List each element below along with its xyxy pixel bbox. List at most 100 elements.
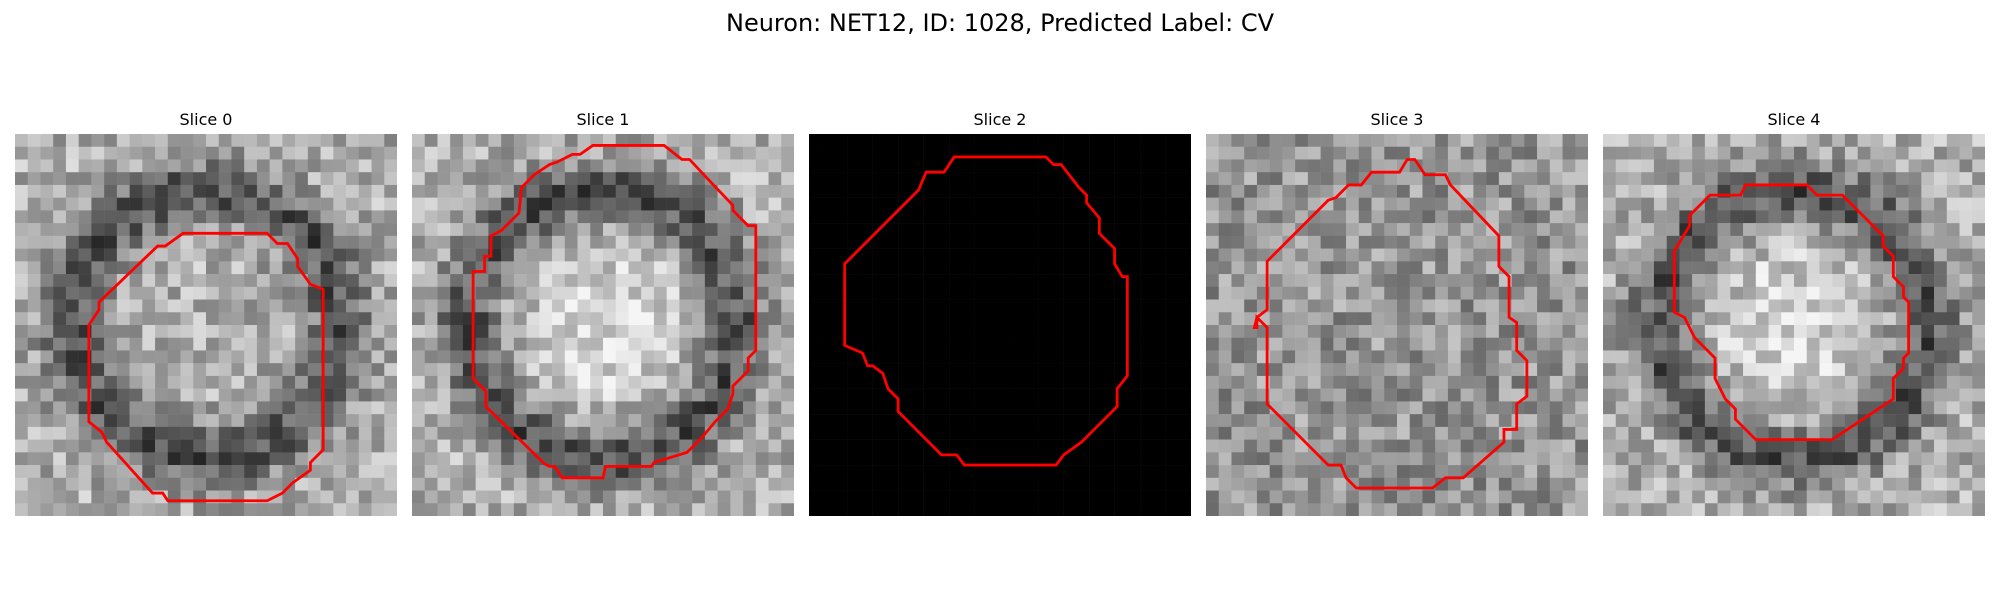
pixel — [1447, 134, 1461, 147]
pixel — [462, 197, 476, 211]
pixel — [193, 350, 207, 364]
pixel — [692, 146, 706, 160]
pixel — [653, 426, 667, 440]
pixel — [1244, 388, 1258, 402]
pixel — [615, 299, 629, 313]
pixel — [244, 184, 258, 198]
pixel — [872, 439, 886, 453]
pixel — [424, 210, 438, 224]
pixel — [1575, 426, 1588, 440]
pixel — [1537, 452, 1551, 466]
pixel — [781, 465, 794, 479]
pixel — [1346, 325, 1360, 338]
pixel — [91, 325, 105, 338]
pixel — [1295, 299, 1309, 313]
pixel — [1794, 197, 1807, 211]
pixel — [781, 325, 794, 338]
pixel — [1089, 503, 1103, 516]
pixel — [847, 312, 861, 326]
pixel — [1333, 235, 1347, 249]
pixel — [1486, 210, 1500, 224]
pixel — [1883, 337, 1897, 351]
pixel — [1012, 197, 1026, 211]
pixel — [1038, 184, 1052, 198]
pixel — [424, 490, 438, 504]
pixel — [898, 477, 912, 491]
pixel — [1794, 401, 1807, 415]
pixel — [615, 426, 629, 440]
pixel — [1794, 426, 1807, 440]
pixel — [1206, 414, 1219, 428]
pixel — [1921, 146, 1935, 160]
pixel — [628, 261, 642, 275]
pixel — [1460, 439, 1474, 453]
pixel — [1641, 477, 1655, 491]
pixel — [1628, 439, 1642, 453]
pixel — [859, 223, 873, 237]
pixel — [27, 146, 41, 160]
pixel — [1628, 375, 1642, 389]
pixel — [358, 146, 372, 160]
pixel — [1358, 350, 1372, 364]
pixel — [218, 172, 232, 186]
pixel — [847, 286, 861, 300]
pixel — [116, 426, 130, 440]
pixel — [564, 235, 578, 249]
pixel — [218, 401, 232, 415]
pixel — [282, 299, 296, 313]
pixel — [1000, 286, 1013, 300]
pixel — [961, 261, 975, 275]
pixel — [730, 248, 744, 262]
pixel — [1358, 465, 1372, 479]
pixel — [282, 363, 296, 377]
pixel — [1883, 452, 1897, 466]
pixel — [371, 184, 385, 198]
pixel — [1050, 490, 1064, 504]
pixel — [1218, 312, 1232, 326]
pixel — [821, 299, 835, 313]
pixel — [1397, 261, 1410, 275]
pixel — [384, 286, 397, 300]
pixel — [1346, 134, 1360, 147]
pixel — [53, 172, 67, 186]
pixel — [781, 414, 794, 428]
pixel — [1269, 172, 1283, 186]
pixel — [781, 286, 794, 300]
slice-4-pixels — [1603, 134, 1985, 516]
pixel — [898, 299, 912, 313]
pixel — [1730, 375, 1744, 389]
pixel — [475, 146, 489, 160]
pixel — [180, 465, 194, 479]
pixel — [1537, 223, 1551, 237]
pixel — [1819, 439, 1833, 453]
pixel — [615, 223, 629, 237]
pixel — [142, 426, 156, 440]
pixel — [1307, 274, 1321, 288]
pixel — [1282, 286, 1296, 300]
pixel — [437, 350, 451, 364]
pixel — [1575, 439, 1588, 453]
pixel — [91, 388, 105, 402]
pixel — [53, 184, 67, 198]
pixel — [295, 439, 309, 453]
pixel — [1666, 197, 1680, 211]
pixel — [1832, 350, 1846, 364]
pixel — [1397, 235, 1410, 249]
pixel — [936, 350, 950, 364]
pixel — [910, 261, 924, 275]
pixel — [1692, 350, 1706, 364]
pixel — [1307, 134, 1321, 147]
pixel — [155, 452, 169, 466]
pixel — [1883, 477, 1897, 491]
pixel — [1038, 286, 1052, 300]
pixel — [898, 210, 912, 224]
pixel — [1704, 388, 1718, 402]
pixel — [949, 503, 963, 516]
pixel — [653, 490, 667, 504]
pixel — [40, 223, 54, 237]
pixel — [307, 439, 321, 453]
pixel — [1603, 477, 1616, 491]
pixel — [1473, 197, 1487, 211]
pixel — [1473, 261, 1487, 275]
pixel — [424, 172, 438, 186]
